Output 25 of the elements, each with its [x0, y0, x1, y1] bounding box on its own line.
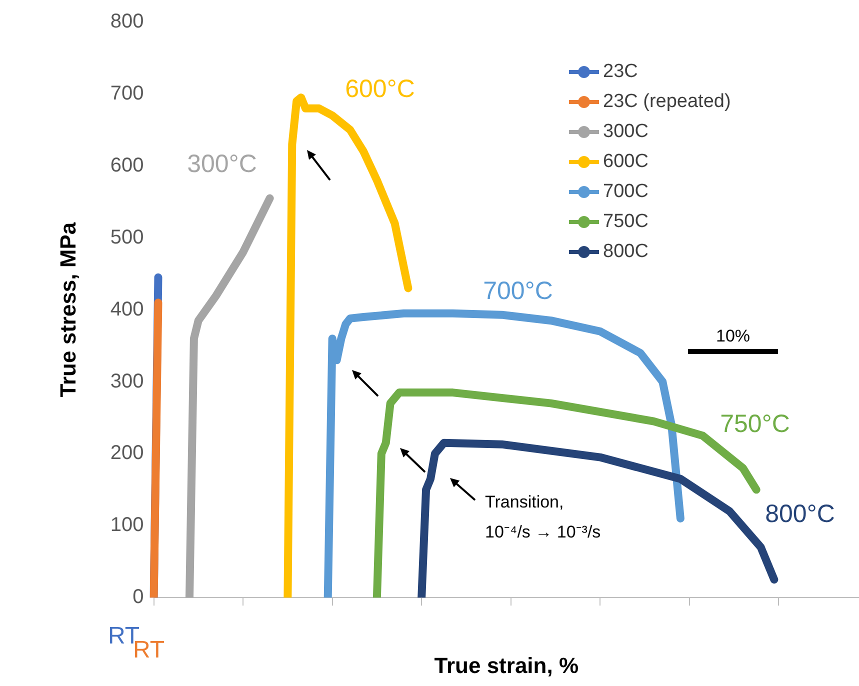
legend-label: 600C [603, 150, 648, 174]
y-tick-label: 600 [110, 154, 144, 176]
legend-label: 23C [603, 60, 638, 84]
annotation: 700°C [483, 276, 553, 305]
legend-label: 750C [603, 210, 648, 234]
x-axis-title: True strain, % [434, 652, 579, 678]
legend-label: 23C (repeated) [603, 90, 731, 114]
y-tick-label: 300 [110, 370, 144, 392]
annotation: 800°C [765, 500, 835, 528]
legend-label: 800C [603, 240, 648, 264]
legend-label: 700C [603, 180, 648, 204]
y-tick-label: 0 [132, 586, 144, 608]
annotation: 10% [716, 326, 750, 346]
y-tick-label: 100 [110, 514, 144, 536]
y-tick-label: 200 [110, 442, 144, 464]
y-tick-label: 800 [110, 10, 144, 33]
legend-label: 300C [603, 120, 648, 144]
y-tick-label: 500 [110, 226, 144, 248]
y-tick-label: 700 [110, 82, 144, 104]
y-tick-label: 400 [110, 298, 144, 320]
annotation: Transition, 10⁻⁴/s → 10⁻³/s [485, 492, 601, 542]
annotation: 600°C [345, 74, 415, 103]
y-axis-title: True stress, MPa [55, 222, 80, 398]
annotation: 300°C [187, 150, 257, 178]
annotation: 750°C [720, 410, 790, 438]
